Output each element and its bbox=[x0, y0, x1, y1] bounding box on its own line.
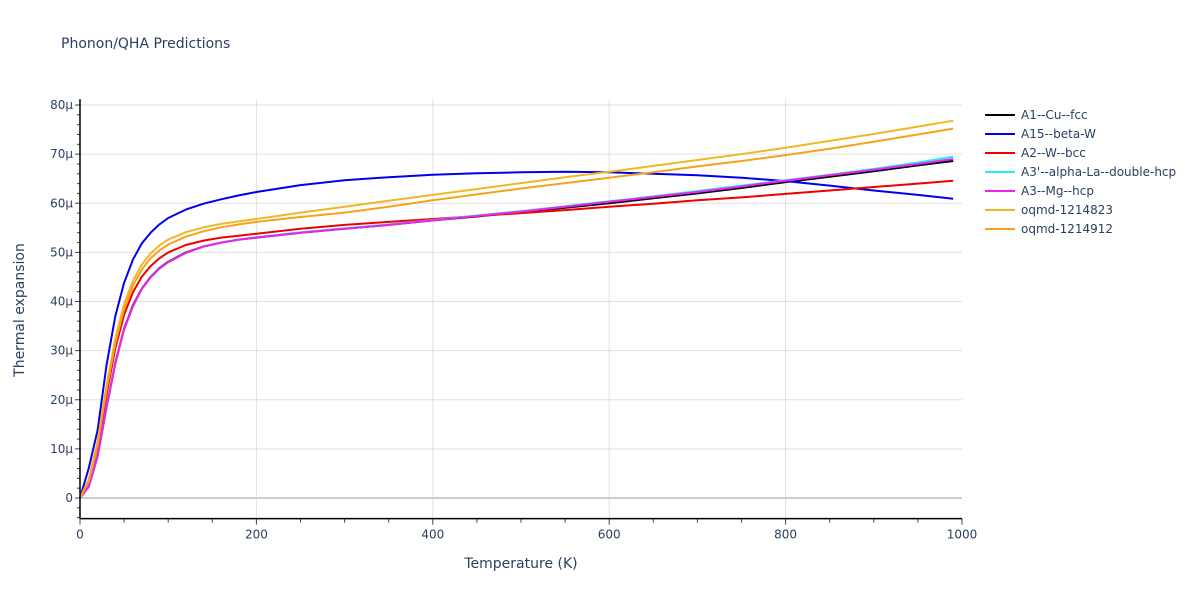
gridlines bbox=[80, 99, 962, 519]
y-tick-label: 0 bbox=[65, 491, 73, 505]
y-tick-label: 20μ bbox=[50, 393, 73, 407]
x-tick-label: 600 bbox=[598, 528, 621, 542]
series-line-a3-alpha-la-double-hcp[interactable] bbox=[79, 155, 954, 499]
legend-item[interactable]: A15--beta-W bbox=[985, 124, 1176, 143]
legend-label: oqmd-1214823 bbox=[1021, 202, 1114, 217]
legend-swatch-icon bbox=[985, 170, 1015, 173]
legend-swatch-icon bbox=[985, 189, 1015, 192]
legend-label: oqmd-1214912 bbox=[1021, 221, 1114, 236]
legend-label: A3--Mg--hcp bbox=[1021, 183, 1094, 198]
legend-item[interactable]: A1--Cu--fcc bbox=[985, 105, 1176, 124]
legend-label: A15--beta-W bbox=[1021, 126, 1096, 141]
y-tick-label: 60μ bbox=[50, 196, 73, 210]
legend-swatch-icon bbox=[985, 113, 1015, 116]
legend-label: A3'--alpha-La--double-hcp bbox=[1021, 164, 1177, 179]
x-tick-label: 1000 bbox=[947, 528, 978, 542]
y-tick-label: 70μ bbox=[50, 147, 73, 161]
legend-label: A1--Cu--fcc bbox=[1021, 107, 1088, 122]
legend-swatch-icon bbox=[985, 227, 1015, 230]
x-tick-label: 400 bbox=[421, 528, 444, 542]
axes: 0 200 400 600 800 1000 0 10μ 20μ 30μ 40μ 50μ 60μ 70μ 8… bbox=[50, 98, 977, 542]
legend-swatch-icon bbox=[985, 208, 1015, 211]
y-tick-label: 10μ bbox=[50, 442, 73, 456]
x-axis-title: Temperature (K) bbox=[463, 556, 577, 572]
series-line-oqmd-1214823[interactable] bbox=[79, 119, 954, 499]
x-tick-label: 800 bbox=[774, 528, 797, 542]
legend-swatch-icon bbox=[985, 132, 1015, 135]
series-layer bbox=[79, 119, 954, 499]
legend-item[interactable]: oqmd-1214823 bbox=[985, 200, 1176, 219]
x-tick-label: 200 bbox=[245, 528, 268, 542]
series-line-a15-beta-w[interactable] bbox=[79, 170, 954, 499]
y-tick-label: 30μ bbox=[50, 344, 73, 358]
legend-item[interactable]: A3--Mg--hcp bbox=[985, 181, 1176, 200]
series-line-a3-mg-hcp[interactable] bbox=[79, 158, 954, 499]
legend-swatch-icon bbox=[985, 151, 1015, 154]
x-tick-label: 0 bbox=[76, 528, 84, 542]
legend-item[interactable]: A3'--alpha-La--double-hcp bbox=[985, 162, 1176, 181]
series-line-a2-w-bcc[interactable] bbox=[79, 179, 954, 499]
y-tick-label: 80μ bbox=[50, 98, 73, 112]
legend-item[interactable]: A2--W--bcc bbox=[985, 143, 1176, 162]
y-tick-label: 40μ bbox=[50, 295, 73, 309]
y-tick-label: 50μ bbox=[50, 245, 73, 259]
series-line-oqmd-1214912[interactable] bbox=[79, 127, 954, 499]
legend: A1--Cu--fcc A15--beta-W A2--W--bcc A3'--alp… bbox=[985, 105, 1176, 238]
legend-label: A2--W--bcc bbox=[1021, 145, 1086, 160]
chart-title: Phonon/QHA Predictions bbox=[61, 36, 231, 52]
y-axis-title: Thermal expansion bbox=[12, 243, 28, 378]
legend-item[interactable]: oqmd-1214912 bbox=[985, 219, 1176, 238]
